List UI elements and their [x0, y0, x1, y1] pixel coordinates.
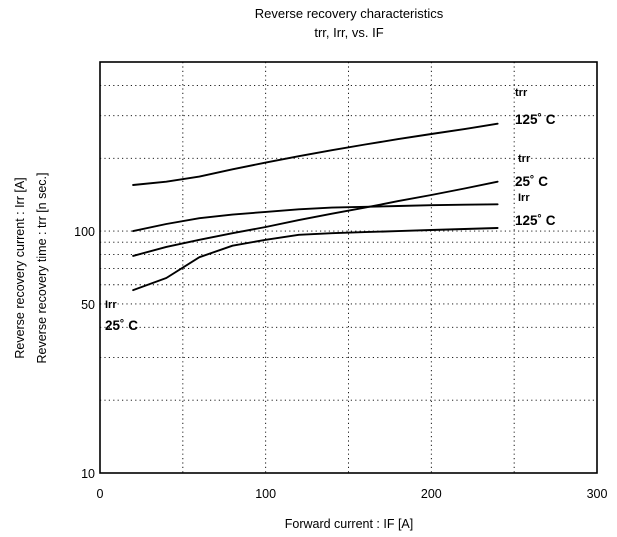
y-tick-label: 100 [74, 225, 95, 239]
y-axis-label-line1: Reverse recovery current : Irr [A] [13, 177, 27, 358]
series-line [132, 227, 499, 292]
y-tick-labels: 10 50 100 [74, 225, 95, 481]
curve-label-name: Irr [105, 299, 117, 311]
series-line [132, 180, 499, 257]
y-tick-label: 10 [81, 467, 95, 481]
x-axis-label: Forward current : IF [A] [285, 517, 414, 531]
curve-label-name: Irr [518, 192, 530, 204]
curve-label-temp: 25˚ C [515, 174, 548, 189]
curve-label-temp: 125˚ C [515, 213, 556, 228]
curve-label-name: trr [515, 87, 528, 99]
y-axis-label-line2: Reverse recovery time : trr [n sec.] [35, 172, 49, 363]
series-line [132, 203, 499, 233]
grid-lines [100, 62, 597, 473]
x-tick-label: 200 [421, 487, 442, 501]
x-tick-labels: 0 100 200 300 [97, 487, 608, 501]
chart-title: Reverse recovery characteristics [255, 6, 444, 21]
curve-label-name: trr [518, 153, 531, 165]
series-line [132, 122, 499, 186]
plot-frame [99, 61, 598, 474]
x-tick-label: 300 [587, 487, 608, 501]
x-tick-label: 100 [255, 487, 276, 501]
curve-label-temp: 125˚ C [515, 112, 556, 127]
curve-label-temp: 25˚ C [105, 318, 138, 333]
x-tick-label: 0 [97, 487, 104, 501]
y-tick-label: 50 [81, 298, 95, 312]
series-lines [132, 122, 499, 292]
chart-subtitle: trr, Irr, vs. IF [314, 25, 383, 40]
curve-labels: trr 125˚ C trr 25˚ C Irr 125˚ C Irr 25˚ C [105, 87, 556, 333]
